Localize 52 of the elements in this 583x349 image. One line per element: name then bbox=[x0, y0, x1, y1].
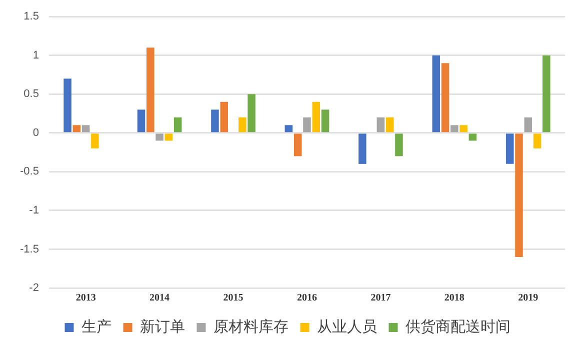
y-tick-label: -1.5 bbox=[20, 243, 39, 256]
y-tick-label: 1 bbox=[32, 49, 39, 62]
bar bbox=[211, 110, 219, 132]
legend-label: 从业人员 bbox=[316, 317, 377, 336]
x-tick-label: 2015 bbox=[223, 292, 244, 304]
bar bbox=[524, 117, 532, 132]
x-tick-label: 2014 bbox=[150, 292, 170, 304]
y-tick-label: -1 bbox=[29, 204, 39, 216]
bar bbox=[312, 102, 320, 132]
legend-label: 新订单 bbox=[140, 317, 185, 336]
legend-label: 原材料库存 bbox=[213, 317, 288, 336]
bar bbox=[386, 117, 394, 132]
x-tick-label: 2013 bbox=[76, 292, 96, 304]
legend-label: 供货商配送时间 bbox=[405, 317, 510, 336]
bar bbox=[82, 125, 90, 132]
x-tick-label: 2016 bbox=[296, 292, 317, 304]
bar bbox=[248, 94, 256, 132]
bar bbox=[156, 134, 164, 141]
bar bbox=[506, 134, 514, 164]
bar bbox=[303, 117, 311, 132]
bar bbox=[432, 55, 440, 132]
y-tick-label: -2 bbox=[29, 282, 39, 294]
bar bbox=[441, 63, 450, 132]
bar bbox=[64, 78, 72, 132]
bar bbox=[460, 125, 468, 132]
bar bbox=[174, 117, 182, 132]
bar bbox=[220, 102, 228, 132]
bar bbox=[468, 134, 477, 141]
legend-label: 生产 bbox=[81, 317, 112, 336]
y-tick-label: 0.5 bbox=[24, 88, 39, 100]
bar bbox=[284, 125, 293, 132]
bar bbox=[450, 125, 458, 132]
bar bbox=[376, 117, 385, 132]
bar bbox=[515, 134, 523, 257]
y-tick-label: -0.5 bbox=[20, 166, 39, 178]
bar bbox=[164, 134, 173, 141]
bar bbox=[72, 125, 81, 132]
bar bbox=[238, 117, 246, 132]
bar bbox=[146, 48, 154, 132]
bar bbox=[358, 134, 366, 164]
bar bbox=[137, 110, 146, 132]
x-tick-label: 2019 bbox=[518, 292, 538, 304]
bar bbox=[542, 55, 550, 132]
bar bbox=[294, 134, 302, 156]
bar bbox=[91, 134, 99, 148]
y-tick-label: 1.5 bbox=[24, 10, 39, 23]
y-tick-label: 0 bbox=[32, 126, 39, 139]
x-tick-label: 2018 bbox=[444, 292, 464, 304]
bar bbox=[321, 110, 330, 132]
bar bbox=[395, 134, 403, 156]
bar bbox=[533, 134, 542, 148]
x-tick-label: 2017 bbox=[370, 292, 391, 304]
